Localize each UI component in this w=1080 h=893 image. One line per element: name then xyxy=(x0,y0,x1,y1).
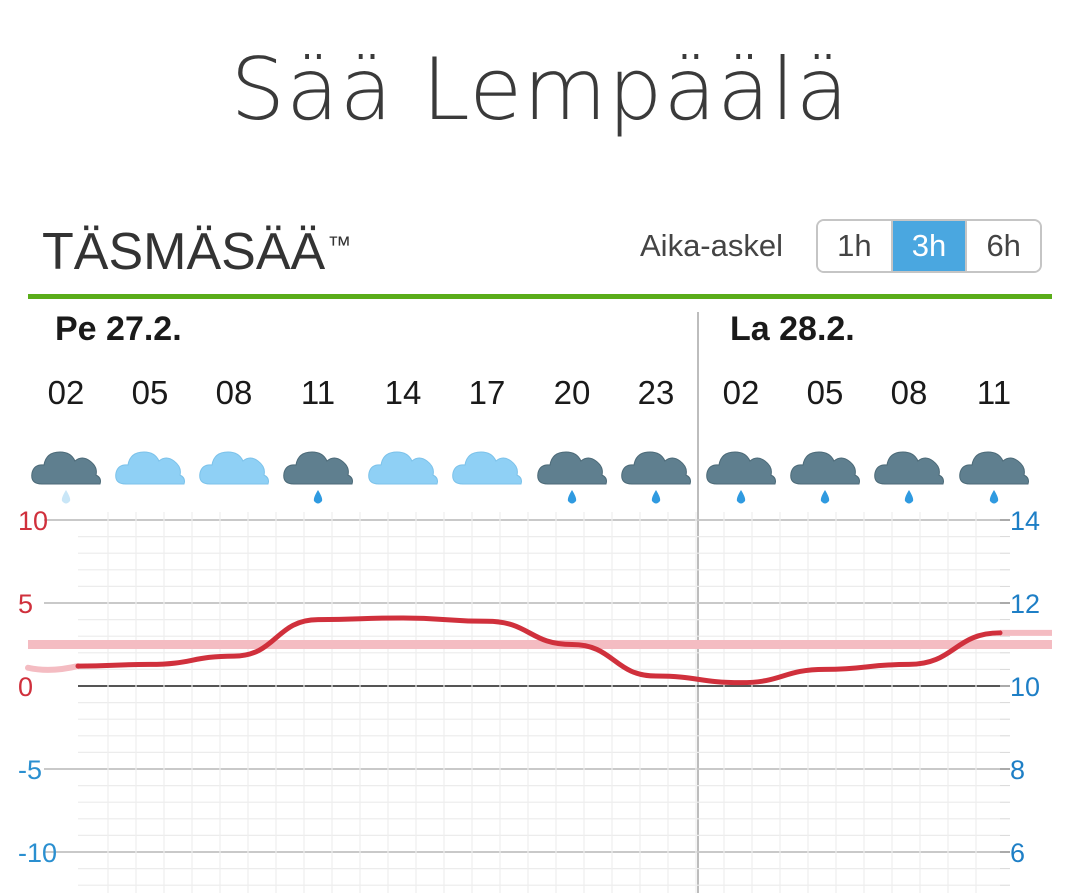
left-axis-tick: 5 xyxy=(18,589,34,619)
hour-label: 17 xyxy=(468,374,506,411)
section-title: TÄSMÄSÄÄ™ xyxy=(42,222,351,282)
light-cloud-icon xyxy=(194,440,274,510)
hour-label: 08 xyxy=(890,374,928,411)
temperature-line xyxy=(75,615,1003,686)
time-step-label: Aika-askel xyxy=(640,228,783,263)
light-cloud-icon xyxy=(447,440,527,510)
temperature-line-past xyxy=(25,663,81,673)
step-1h-button[interactable]: 1h xyxy=(818,221,891,271)
dark-cloud-rain-icon xyxy=(616,440,696,510)
dark-cloud-rain-icon xyxy=(532,440,612,510)
hour-label: 20 xyxy=(553,374,591,411)
dark-cloud-rain-icon xyxy=(954,440,1034,510)
hour-label: 08 xyxy=(215,374,253,411)
dark-cloud-light-rain-icon xyxy=(26,440,106,510)
dark-cloud-rain-icon xyxy=(785,440,865,510)
section-title-text: TÄSMÄSÄÄ xyxy=(42,223,326,281)
temperature-chart xyxy=(25,512,1052,893)
hour-label: 23 xyxy=(637,374,675,411)
left-axis-tick: 0 xyxy=(18,672,34,702)
hour-label: 11 xyxy=(300,374,336,411)
right-axis-tick: 14 xyxy=(1010,506,1041,536)
day-label-friday: Pe 27.2. xyxy=(55,310,182,348)
right-axis-tick: 8 xyxy=(1010,755,1026,785)
right-axis-tick: 10 xyxy=(1010,672,1041,702)
hour-label: 05 xyxy=(806,374,844,411)
left-axis-tick: 10 xyxy=(18,506,49,536)
step-3h-button[interactable]: 3h xyxy=(890,221,966,271)
hour-label: 02 xyxy=(722,374,760,411)
dark-cloud-rain-icon xyxy=(278,440,358,510)
left-axis-tick: -10 xyxy=(18,838,58,868)
hour-label: 02 xyxy=(47,374,85,411)
hour-label: 11 xyxy=(976,374,1012,411)
page-title: Sää Lempäälä xyxy=(230,40,850,140)
trademark-symbol: ™ xyxy=(327,232,352,259)
step-6h-button[interactable]: 6h xyxy=(965,221,1040,271)
day-label-saturday: La 28.2. xyxy=(730,310,855,348)
light-cloud-icon xyxy=(363,440,443,510)
dark-cloud-rain-icon xyxy=(869,440,949,510)
hour-label: 05 xyxy=(131,374,169,411)
dark-cloud-rain-icon xyxy=(701,440,781,510)
left-axis-tick: -5 xyxy=(18,755,43,785)
time-step-selector: 1h 3h 6h xyxy=(816,219,1042,273)
hour-label: 14 xyxy=(384,374,422,411)
right-axis-tick: 6 xyxy=(1010,838,1026,868)
right-axis-tick: 12 xyxy=(1010,589,1041,619)
section-divider xyxy=(28,294,1052,299)
light-cloud-icon xyxy=(110,440,190,510)
